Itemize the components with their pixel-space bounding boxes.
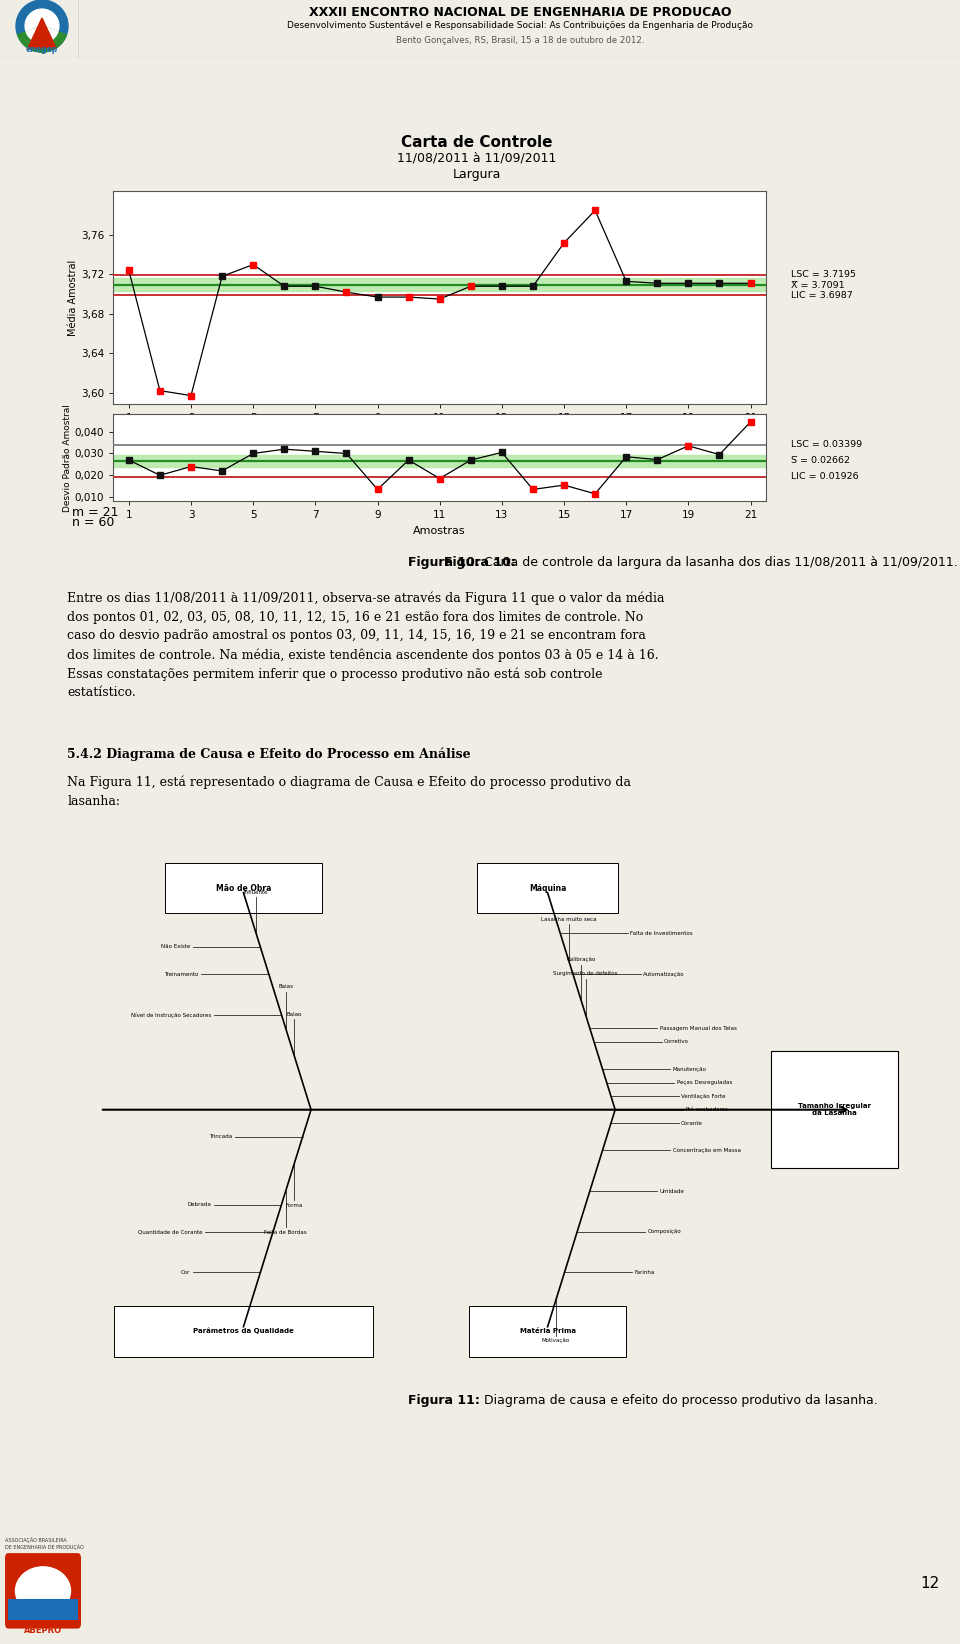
Text: enegep: enegep (26, 44, 59, 54)
Text: Entre os dias 11/08/2011 à 11/09/2011, observa-se através da Figura 11 que o val: Entre os dias 11/08/2011 à 11/09/2011, o… (67, 592, 664, 699)
FancyBboxPatch shape (165, 863, 322, 914)
Text: Ventilação Forte: Ventilação Forte (681, 1093, 726, 1098)
Text: Peças Desreguladas: Peças Desreguladas (677, 1080, 732, 1085)
Polygon shape (28, 18, 56, 48)
Text: S̅ = 0.02662: S̅ = 0.02662 (791, 457, 850, 465)
Text: Máquina: Máquina (529, 884, 566, 893)
Text: Nível de Instrução Secadores: Nível de Instrução Secadores (132, 1013, 211, 1018)
Text: Treinamento: Treinamento (164, 972, 199, 977)
FancyBboxPatch shape (477, 863, 617, 914)
Text: ASSOCIAÇÃO BRASILEIRA
DE ENGENHARIA DE PRODUÇÃO: ASSOCIAÇÃO BRASILEIRA DE ENGENHARIA DE P… (5, 1537, 84, 1550)
Text: Desenvolvimento Sustentável e Responsabilidade Social: As Contribuições da Engen: Desenvolvimento Sustentável e Responsabi… (287, 21, 753, 30)
Text: Composição: Composição (647, 1230, 681, 1235)
Text: Cor: Cor (180, 1269, 190, 1276)
Text: Corretivo: Corretivo (664, 1039, 689, 1044)
Text: Passagem Manual dos Telas: Passagem Manual dos Telas (660, 1026, 737, 1031)
Ellipse shape (15, 1567, 70, 1614)
FancyBboxPatch shape (5, 1554, 81, 1629)
Text: Falta de Bordas: Falta de Bordas (264, 1230, 307, 1235)
Text: X̅ = 3.7091: X̅ = 3.7091 (791, 281, 845, 289)
FancyBboxPatch shape (114, 1305, 372, 1356)
Text: Figura 10:: Figura 10: (444, 556, 516, 569)
Text: 12: 12 (921, 1577, 940, 1591)
Text: Mão de Obra: Mão de Obra (216, 884, 271, 893)
X-axis label: Amostras: Amostras (414, 526, 466, 536)
Text: LSC = 0.03399: LSC = 0.03399 (791, 441, 862, 449)
Text: Calibração: Calibração (566, 957, 596, 962)
Text: 11/08/2011 à 11/09/2011: 11/08/2011 à 11/09/2011 (396, 151, 557, 164)
Text: LIC = 0.01926: LIC = 0.01926 (791, 472, 858, 482)
Text: Carta de Controle: Carta de Controle (401, 135, 552, 150)
Text: Figura 11:: Figura 11: (408, 1394, 480, 1407)
Text: Forma: Forma (285, 1203, 302, 1208)
Text: m = 21: m = 21 (73, 506, 119, 520)
Text: Figura 10: Carta de controle da largura da lasanha dos dias 11/08/2011 à 11/09/2: Figura 10: Carta de controle da largura … (210, 556, 750, 569)
Text: Não Existe: Não Existe (161, 944, 190, 950)
Circle shape (25, 10, 59, 43)
Text: Corante: Corante (681, 1121, 703, 1126)
Text: XXXII ENCONTRO NACIONAL DE ENGENHARIA DE PRODUCAO: XXXII ENCONTRO NACIONAL DE ENGENHARIA DE… (309, 7, 732, 20)
Text: Figura 10:: Figura 10: (408, 556, 480, 569)
Text: Lasanha muito seca: Lasanha muito seca (540, 917, 596, 922)
Bar (113, 278, 766, 291)
Wedge shape (26, 26, 58, 43)
Text: Balao: Balao (286, 1011, 301, 1016)
Text: Debrada: Debrada (187, 1202, 211, 1207)
Text: Carta de controle da largura da lasanha dos dias 11/08/2011 à 11/09/2011.: Carta de controle da largura da lasanha … (480, 556, 958, 569)
Text: Motivação: Motivação (541, 1338, 570, 1343)
Text: Automatização: Automatização (643, 972, 684, 977)
Text: Na Figura 11, está representado o diagrama de Causa e Efeito do processo produti: Na Figura 11, está representado o diagra… (67, 776, 632, 807)
Text: Parâmetros da Qualidade: Parâmetros da Qualidade (193, 1328, 294, 1335)
Text: Quantidade de Corante: Quantidade de Corante (138, 1230, 203, 1235)
Text: Matéria Prima: Matéria Prima (519, 1328, 576, 1335)
Text: ABEPRO: ABEPRO (24, 1626, 62, 1636)
Text: Concentração em Massa: Concentração em Massa (673, 1148, 740, 1152)
Text: Largura: Largura (452, 168, 501, 181)
Y-axis label: Média Amostral: Média Amostral (68, 260, 78, 335)
Text: Trincada: Trincada (209, 1134, 232, 1139)
Text: Influente: Influente (244, 889, 269, 894)
Text: Baias: Baias (278, 985, 293, 990)
Text: Tamanho Irregular
da Lasanha: Tamanho Irregular da Lasanha (799, 1103, 872, 1116)
Text: Umidade: Umidade (660, 1189, 684, 1194)
Y-axis label: Desvio Padrão Amostral: Desvio Padrão Amostral (63, 404, 72, 511)
FancyBboxPatch shape (772, 1051, 899, 1169)
Text: Manutenção: Manutenção (673, 1067, 707, 1072)
Text: 5.4.2 Diagrama de Causa e Efeito do Processo em Análise: 5.4.2 Diagrama de Causa e Efeito do Proc… (67, 748, 470, 761)
Text: Bento Gonçalves, RS, Brasil, 15 a 18 de outubro de 2012.: Bento Gonçalves, RS, Brasil, 15 a 18 de … (396, 36, 644, 44)
FancyBboxPatch shape (8, 1600, 78, 1619)
Text: LIC = 3.6987: LIC = 3.6987 (791, 291, 852, 299)
Text: n = 60: n = 60 (73, 516, 115, 529)
Bar (113, 455, 766, 467)
Text: Surgimento de defeitos: Surgimento de defeitos (553, 972, 618, 977)
FancyBboxPatch shape (469, 1305, 626, 1356)
Wedge shape (17, 26, 66, 53)
X-axis label: Amostras: Amostras (414, 429, 466, 439)
Text: LSC = 3.7195: LSC = 3.7195 (791, 270, 856, 279)
Text: Pré-acabadores: Pré-acabadores (685, 1106, 729, 1113)
Text: Diagrama de causa e efeito do processo produtivo da lasanha.: Diagrama de causa e efeito do processo p… (480, 1394, 877, 1407)
Circle shape (16, 0, 68, 53)
Text: Farinha: Farinha (635, 1269, 655, 1276)
Text: Falta de Investimentos: Falta de Investimentos (631, 931, 693, 935)
